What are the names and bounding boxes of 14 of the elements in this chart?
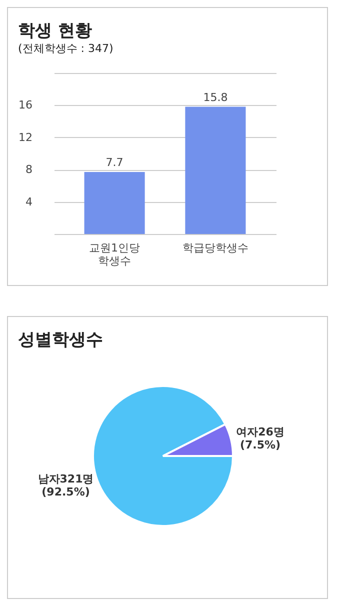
x-tick-label: 학급당학생수 bbox=[182, 242, 248, 254]
chart-subtitle: (전체학생수 : 347) bbox=[18, 42, 114, 55]
data-label: 15.8 bbox=[203, 90, 228, 104]
chart-title: 학생 현황 bbox=[18, 21, 92, 41]
slice-label: 여자26명 (7.5%) bbox=[236, 426, 284, 452]
x-tick-label: 교원1인당 학생수 bbox=[89, 242, 140, 268]
pie-slice bbox=[92, 385, 234, 527]
chart-title: 성별학생수 bbox=[18, 330, 103, 350]
y-tick-label: 4 bbox=[26, 195, 32, 208]
data-label: 7.7 bbox=[106, 156, 124, 170]
y-tick-label: 12 bbox=[18, 130, 32, 144]
y-tick-label: 16 bbox=[18, 98, 32, 112]
y-tick-label: 8 bbox=[26, 163, 32, 176]
slice-label: 남자321명 (92.5%) bbox=[38, 472, 94, 498]
